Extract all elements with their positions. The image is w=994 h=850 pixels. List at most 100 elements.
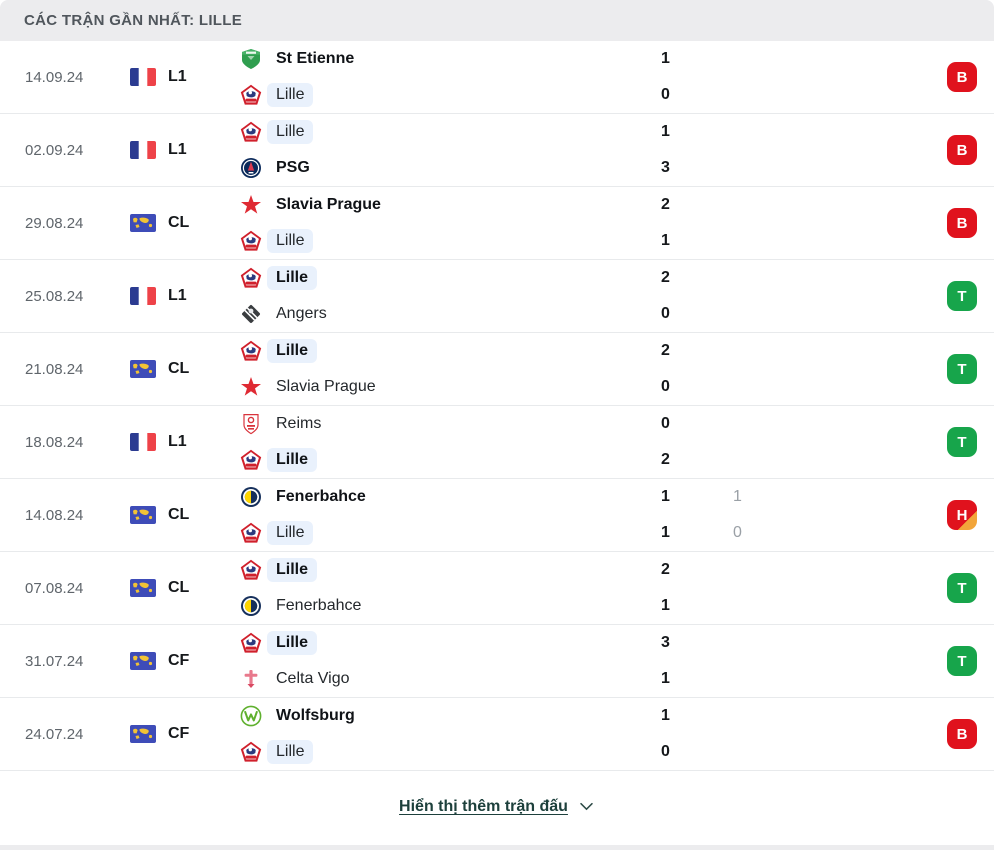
match-row[interactable]: 25.08.24 L1 Lille Angers 2 0 T [0,260,994,333]
away-team[interactable]: Slavia Prague [240,369,655,405]
away-team-logo-icon [240,84,262,106]
result-column: T [947,573,977,603]
result-badge: B [947,62,977,92]
away-secondary-score [733,296,813,332]
away-score: 1 [661,670,670,687]
home-team[interactable]: Lille [240,333,655,369]
match-date: 02.09.24 [25,141,84,159]
home-team[interactable]: St Etienne [240,41,655,77]
competition-flag-icon [130,433,156,451]
away-team-name: Slavia Prague [276,378,376,395]
match-row[interactable]: 29.08.24 CL Slavia Prague Lille 2 1 B [0,187,994,260]
away-team-name: Lille [267,83,314,107]
secondary-score-column [733,625,813,697]
competition-flag-icon [130,725,156,743]
home-team-name: Lille [267,558,318,582]
match-row[interactable]: 21.08.24 CL Lille Slavia Prague 2 0 T [0,333,994,406]
home-team-logo-icon [240,705,262,727]
secondary-score-column [733,187,813,259]
match-row[interactable]: 14.09.24 L1 St Etienne Lille 1 0 B [0,41,994,114]
home-secondary-score [733,41,813,77]
away-team-name: Lille [267,448,318,472]
result-column: B [947,208,977,238]
away-team[interactable]: Angers [240,296,655,332]
home-secondary-score [733,187,813,223]
away-secondary-score [733,77,813,113]
show-more-button[interactable]: Hiển thị thêm trận đấu [399,798,595,816]
match-row[interactable]: 31.07.24 CF Lille Celta Vigo 3 1 T [0,625,994,698]
home-team[interactable]: Lille [240,114,655,150]
match-row[interactable]: 24.07.24 CF Wolfsburg Lille 1 0 B [0,698,994,771]
home-secondary-score [733,698,813,734]
competition-flag-icon [130,652,156,670]
home-team-name: Lille [267,120,314,144]
away-team[interactable]: Lille [240,734,655,770]
home-team[interactable]: Reims [240,406,655,442]
competition-code: L1 [168,141,187,158]
away-score: 1 [661,232,670,249]
chevron-down-icon [578,798,595,815]
away-team[interactable]: Lille [240,77,655,113]
away-team-name: Lille [267,229,314,253]
home-team[interactable]: Lille [240,625,655,661]
competition: L1 [130,287,240,305]
away-team-logo-icon [240,157,262,179]
away-secondary-score: 0 [733,524,742,541]
away-team-name: Fenerbahce [276,597,362,614]
home-score: 1 [661,50,670,67]
home-team[interactable]: Slavia Prague [240,187,655,223]
home-team-logo-icon [240,267,262,289]
result-badge: T [947,427,977,457]
away-team-name: Celta Vigo [276,670,350,687]
away-team[interactable]: Lille [240,223,655,259]
result-badge: T [947,281,977,311]
competition-code: L1 [168,433,187,450]
away-team[interactable]: Celta Vigo [240,661,655,697]
away-score: 0 [661,86,670,103]
home-team[interactable]: Lille [240,260,655,296]
away-team[interactable]: Lille [240,442,655,478]
match-row[interactable]: 18.08.24 L1 Reims Lille 0 2 T [0,406,994,479]
teams: Fenerbahce Lille [240,479,655,551]
away-secondary-score [733,661,813,697]
competition-code: CL [168,506,190,523]
home-team-logo-icon [240,340,262,362]
away-team-logo-icon [240,376,262,398]
competition-code: L1 [168,287,187,304]
result-column: B [947,135,977,165]
away-team[interactable]: Lille [240,515,655,551]
score-column: 2 1 [655,552,733,624]
home-team-name: Wolfsburg [276,707,355,724]
match-row[interactable]: 02.09.24 L1 Lille PSG 1 3 B [0,114,994,187]
result-column: T [947,427,977,457]
result-column: T [947,646,977,676]
spacer [0,842,994,845]
result-badge: H [947,500,977,530]
competition-flag-icon [130,360,156,378]
match-date: 21.08.24 [25,360,84,378]
away-team[interactable]: Fenerbahce [240,588,655,624]
competition: CL [130,506,240,524]
home-team[interactable]: Fenerbahce [240,479,655,515]
home-team[interactable]: Wolfsburg [240,698,655,734]
score-column: 3 1 [655,625,733,697]
away-team-name: Lille [267,521,314,545]
competition-flag-icon [130,141,156,159]
away-team[interactable]: PSG [240,150,655,186]
match-row[interactable]: 07.08.24 CL Lille Fenerbahce 2 1 T [0,552,994,625]
score-column: 1 0 [655,698,733,770]
result-badge: B [947,719,977,749]
footer: Hiển thị thêm trận đấu [0,771,994,842]
home-team-name: Lille [267,339,318,363]
home-score: 3 [661,634,670,651]
away-team-name: PSG [276,159,310,176]
result-column: H [947,500,977,530]
home-team[interactable]: Lille [240,552,655,588]
home-score: 1 [661,488,670,505]
home-team-name: Fenerbahce [276,488,366,505]
match-date: 31.07.24 [25,652,84,670]
next-section-edge [0,845,994,850]
match-row[interactable]: 14.08.24 CL Fenerbahce Lille 1 1 1 0 H [0,479,994,552]
home-team-logo-icon [240,632,262,654]
